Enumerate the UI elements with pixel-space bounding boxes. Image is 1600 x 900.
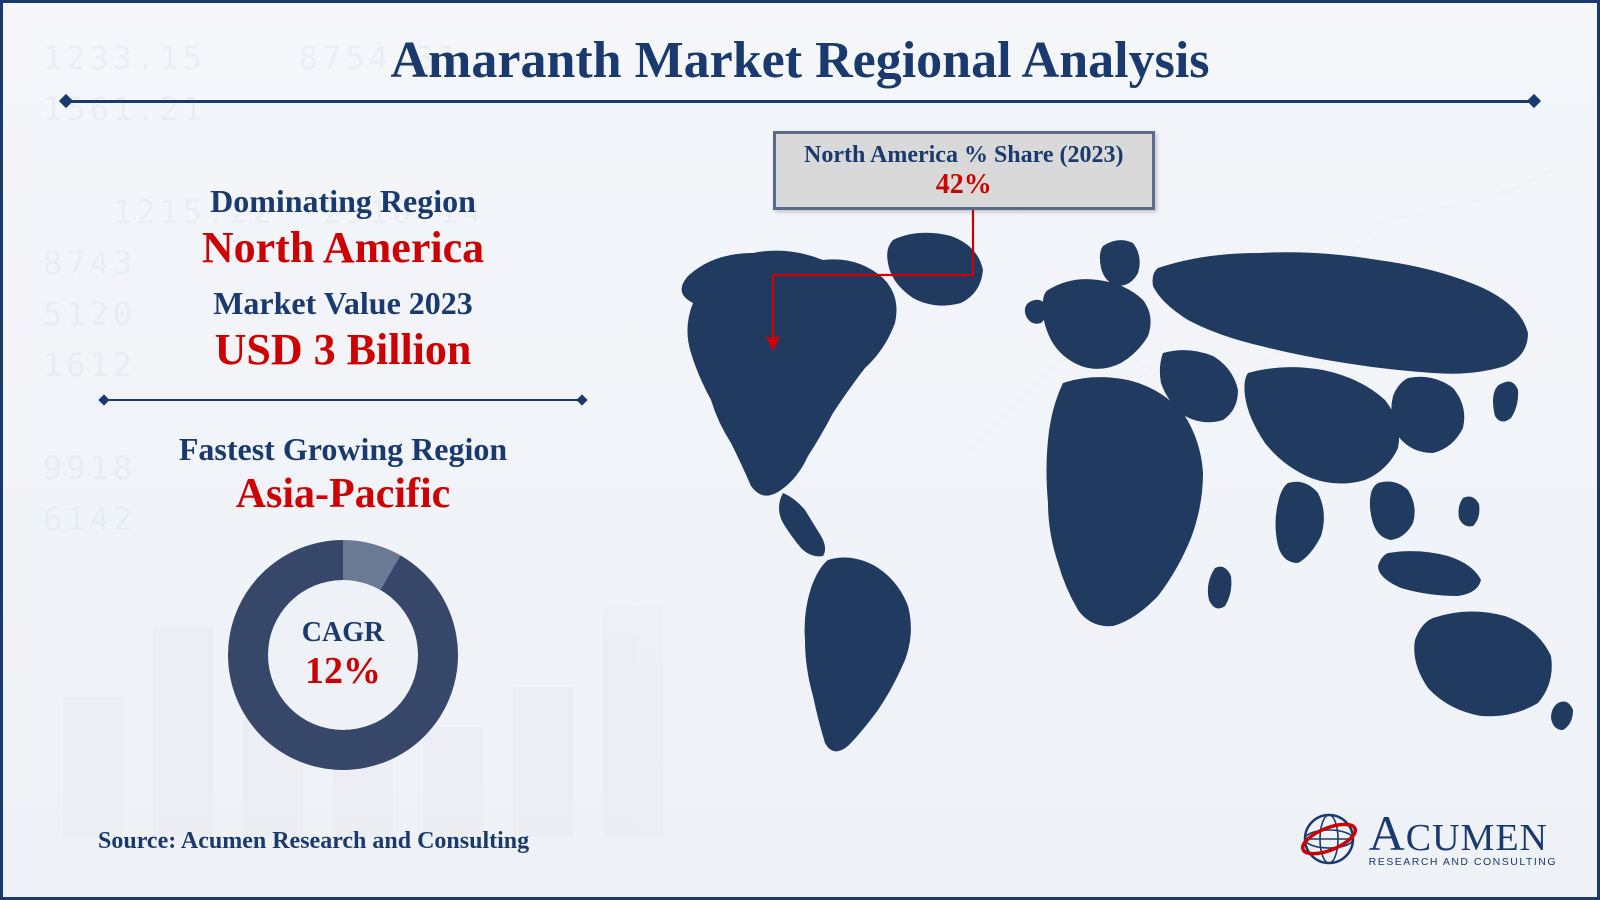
right-column: North America % Share (2023) 42% (633, 143, 1537, 770)
donut-center: CAGR 12% (228, 540, 458, 770)
brand-logo: ACUMEN RESEARCH AND CONSULTING (1299, 809, 1557, 869)
mid-divider (103, 399, 583, 401)
world-map-icon (633, 208, 1593, 768)
cagr-donut: CAGR 12% (228, 540, 458, 770)
header: Amaranth Market Regional Analysis (3, 3, 1597, 103)
share-callout: North America % Share (2023) 42% (773, 131, 1155, 210)
logo-name: ACUMEN (1369, 810, 1557, 856)
cagr-label: CAGR (302, 617, 384, 649)
infographic-frame: 1233.15 8754.311561.21 1215.22 2310.1487… (0, 0, 1600, 900)
cagr-value: 12% (305, 649, 381, 693)
fastest-region-label: Fastest Growing Region (83, 431, 603, 468)
market-value-label: Market Value 2023 (83, 285, 603, 322)
callout-label: North America % Share (2023) (804, 142, 1124, 169)
dominating-region-label: Dominating Region (83, 183, 603, 220)
content-row: Dominating Region North America Market V… (3, 103, 1597, 770)
globe-icon (1299, 809, 1359, 869)
market-value: USD 3 Billion (83, 324, 603, 375)
logo-text: ACUMEN RESEARCH AND CONSULTING (1369, 810, 1557, 868)
source-attribution: Source: Acumen Research and Consulting (98, 828, 529, 855)
dominating-region-value: North America (83, 222, 603, 273)
fastest-region-value: Asia-Pacific (83, 470, 603, 518)
logo-tagline: RESEARCH AND CONSULTING (1369, 858, 1557, 868)
page-title: Amaranth Market Regional Analysis (391, 31, 1210, 90)
left-column: Dominating Region North America Market V… (83, 143, 603, 770)
callout-value: 42% (804, 169, 1124, 201)
